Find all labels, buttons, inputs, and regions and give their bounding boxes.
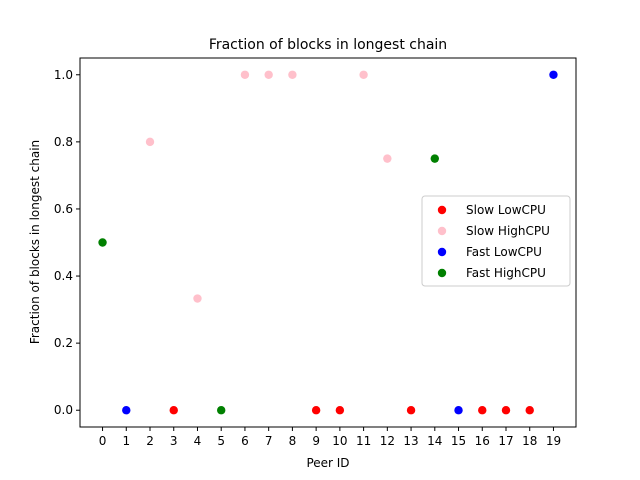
x-tick-label: 8 [289, 434, 297, 448]
x-tick-label: 15 [451, 434, 466, 448]
y-tick-label: 1.0 [54, 68, 73, 82]
x-tick-label: 2 [146, 434, 154, 448]
legend-label-fast-lowcpu: Fast LowCPU [466, 245, 542, 259]
x-tick-label: 9 [312, 434, 320, 448]
data-points [98, 70, 558, 415]
point-slow-highcpu [383, 154, 392, 163]
legend-box [421, 195, 571, 287]
x-tick-label: 14 [427, 434, 442, 448]
point-slow-lowcpu [525, 406, 534, 415]
point-slow-lowcpu [335, 406, 345, 415]
y-tick-label: 0.0 [54, 403, 73, 417]
point-fast-lowcpu [454, 406, 463, 415]
x-tick-label: 3 [170, 434, 178, 448]
point-slow-highcpu [359, 70, 368, 79]
x-tick-label: 4 [194, 434, 202, 448]
point-fast-highcpu [98, 238, 107, 247]
legend-marker-slow-highcpu [437, 226, 447, 236]
point-slow-highcpu [264, 70, 273, 79]
x-tick-label: 6 [241, 434, 249, 448]
x-tick-label: 11 [356, 434, 371, 448]
legend: Slow LowCPU Slow HighCPU Fast LowCPU Fast H… [421, 195, 571, 287]
point-fast-highcpu [430, 154, 439, 163]
point-fast-lowcpu [122, 406, 131, 415]
legend-marker-slow-lowcpu [437, 205, 447, 215]
point-slow-lowcpu [311, 406, 321, 415]
y-tick-label: 0.2 [54, 336, 73, 350]
x-tick-label: 0 [99, 434, 107, 448]
point-slow-lowcpu [501, 406, 511, 415]
point-slow-highcpu [240, 70, 250, 79]
legend-marker-fast-highcpu [437, 268, 447, 278]
x-tick-label: 1 [122, 434, 130, 448]
point-slow-lowcpu [406, 406, 416, 415]
legend-label-fast-highcpu: Fast HighCPU [466, 266, 546, 280]
x-tick-label: 19 [546, 434, 561, 448]
legend-label-slow-highcpu: Slow HighCPU [466, 224, 550, 238]
point-slow-highcpu [193, 294, 202, 303]
point-slow-highcpu [288, 70, 297, 79]
x-tick-label: 7 [265, 434, 273, 448]
y-tick-label: 0.6 [54, 202, 73, 216]
x-tick-label: 5 [217, 434, 225, 448]
x-tick-label: 16 [475, 434, 490, 448]
chart-title: Fraction of blocks in longest chain [209, 37, 447, 53]
x-tick-label: 17 [498, 434, 513, 448]
plot-area [79, 57, 577, 428]
point-fast-highcpu [217, 406, 226, 415]
x-axis-title: Peer ID [306, 456, 349, 470]
y-tick-label: 0.8 [54, 135, 73, 149]
legend-marker-fast-lowcpu [437, 247, 447, 257]
point-slow-lowcpu [169, 406, 178, 415]
point-slow-lowcpu [478, 406, 487, 415]
point-slow-highcpu [145, 137, 155, 147]
x-tick-label: 13 [403, 434, 418, 448]
x-axis: 0 1 2 3 4 5 6 7 8 9 10 11 12 13 14 15 16 17 18 19 [99, 427, 561, 448]
x-tick-label: 12 [380, 434, 395, 448]
y-axis-title: Fraction of blocks in longest chain [28, 140, 42, 344]
x-tick-label: 18 [522, 434, 537, 448]
legend-label-slow-lowcpu: Slow LowCPU [466, 203, 546, 217]
y-tick-label: 0.4 [54, 269, 73, 283]
y-axis: 0.0 0.2 0.4 0.6 0.8 1.0 [54, 68, 80, 417]
point-fast-lowcpu [549, 70, 558, 79]
x-tick-label: 10 [332, 434, 347, 448]
